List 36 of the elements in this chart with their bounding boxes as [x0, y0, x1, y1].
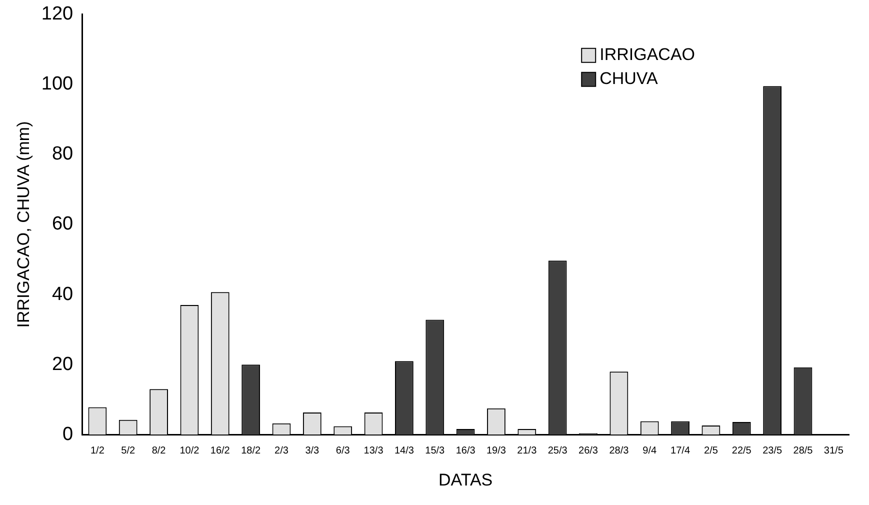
x-tick-label: 28/3 [609, 445, 630, 456]
x-tick-label: 8/2 [152, 445, 166, 456]
x-tick-label: 2/5 [704, 445, 718, 456]
x-tick-label: 16/3 [456, 445, 476, 456]
x-tick-label: 16/2 [210, 445, 230, 456]
x-tick-label: 13/3 [364, 445, 384, 456]
y-tick-label: 120 [41, 4, 74, 25]
x-tick-label: 23/5 [762, 445, 782, 456]
x-tick-label: 2/3 [274, 445, 289, 456]
y-tick-label: 20 [52, 354, 74, 375]
x-tick-label: 5/2 [121, 445, 136, 456]
x-tick-label: 14/3 [394, 445, 414, 456]
x-tick-label: 25/3 [548, 445, 568, 456]
y-tick-label: 80 [52, 144, 74, 165]
x-tick-label: 9/4 [642, 445, 657, 456]
y-tick-label: 60 [52, 214, 74, 235]
x-tick-label: 19/3 [486, 445, 506, 456]
y-tick-label: 40 [52, 284, 74, 305]
x-tick-label: 17/4 [670, 445, 690, 456]
x-tick-label: 10/2 [180, 445, 200, 456]
x-tick-label: 26/3 [578, 445, 598, 456]
x-tick-label: 28/5 [793, 445, 814, 456]
x-tick-label: 22/5 [732, 445, 752, 456]
x-tick-label: 18/2 [241, 445, 261, 456]
x-tick-label: 3/3 [305, 445, 320, 456]
x-tick-label: 6/3 [336, 445, 350, 456]
x-tick-label: 15/3 [425, 445, 446, 456]
x-tick-label: 31/5 [824, 445, 844, 456]
legend-label: CHUVA [600, 69, 659, 88]
legend-label: IRRIGACAO [600, 45, 696, 64]
x-axis-title: DATAS [438, 470, 493, 490]
y-tick-label: 100 [41, 74, 74, 95]
x-tick-label: 1/2 [90, 445, 105, 456]
y-axis-title: IRRIGACAO, CHUVA (mm) [14, 121, 33, 328]
x-tick-label: 21/3 [517, 445, 538, 456]
y-tick-label: 0 [62, 424, 74, 445]
